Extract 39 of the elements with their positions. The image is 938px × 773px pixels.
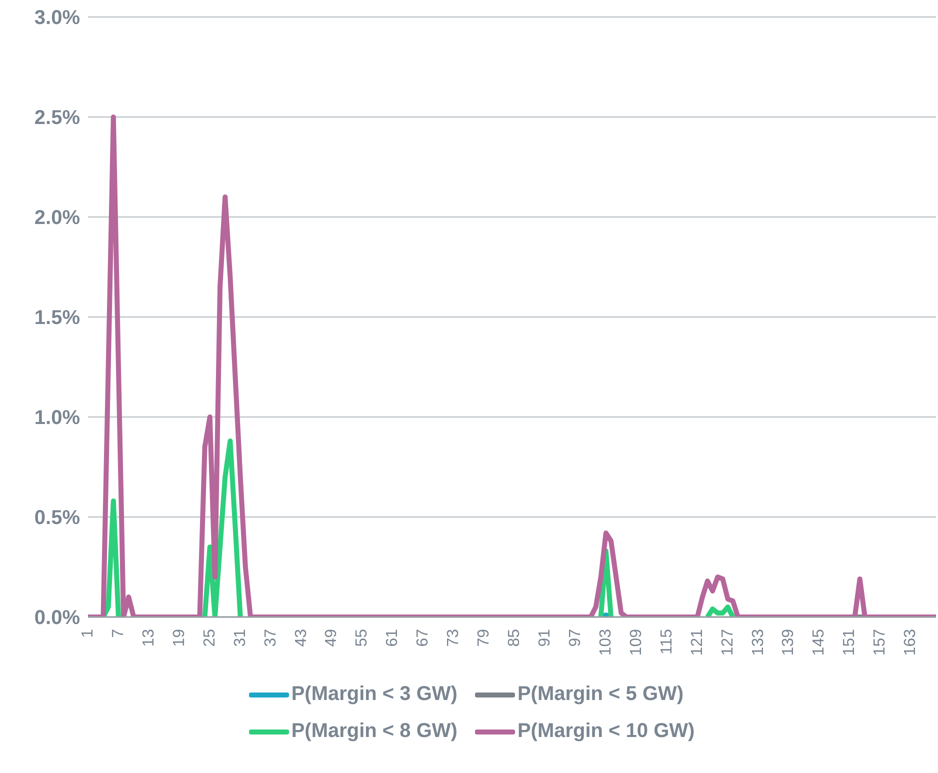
y-tick-label: 2.5% (34, 107, 80, 130)
x-tick-label: 25 (201, 628, 218, 647)
y-tick-label: 0.5% (34, 507, 80, 530)
x-tick-label: 163 (902, 628, 920, 656)
x-tick-label: 1 (80, 628, 96, 638)
x-tick-label: 97 (566, 628, 584, 647)
x-tick-label: 145 (810, 628, 828, 656)
x-tick-label: 31 (232, 628, 249, 647)
x-tick-label: 91 (536, 628, 554, 647)
x-tick-label: 115 (658, 628, 676, 655)
x-tick-label: 13 (140, 628, 158, 647)
x-tick-label: 37 (262, 628, 280, 647)
x-tick-label: 127 (719, 628, 736, 656)
legend-label: P(Margin < 10 GW) (517, 720, 695, 743)
x-tick-label: 43 (292, 628, 310, 647)
x-tick-label: 19 (170, 628, 188, 647)
y-tick-label: 2.0% (34, 207, 80, 230)
x-tick-label: 7 (110, 628, 127, 638)
y-tick-label: 3.0% (34, 7, 80, 30)
x-tick-label: 109 (628, 628, 645, 656)
y-tick-label: 1.5% (34, 307, 80, 330)
x-tick-label: 49 (323, 628, 340, 647)
x-tick-label: 151 (841, 628, 858, 656)
legend-label: P(Margin < 3 GW) (291, 683, 458, 706)
x-tick-label: 55 (354, 628, 371, 647)
x-tick-label: 139 (780, 628, 798, 656)
x-tick-label: 79 (476, 628, 493, 647)
y-tick-label: 0.0% (34, 607, 80, 630)
x-tick-label: 61 (384, 628, 402, 647)
x-tick-label: 157 (872, 628, 889, 656)
x-tick-label: 133 (750, 628, 767, 656)
x-tick-label: 73 (445, 628, 462, 647)
legend-label: P(Margin < 8 GW) (291, 720, 458, 743)
x-tick-label: 103 (597, 628, 614, 656)
x-tick-label: 67 (414, 628, 432, 647)
legend-label: P(Margin < 5 GW) (517, 683, 684, 706)
x-tick-label: 121 (688, 628, 706, 656)
y-tick-label: 1.0% (34, 407, 80, 430)
x-tick-label: 85 (506, 628, 524, 647)
